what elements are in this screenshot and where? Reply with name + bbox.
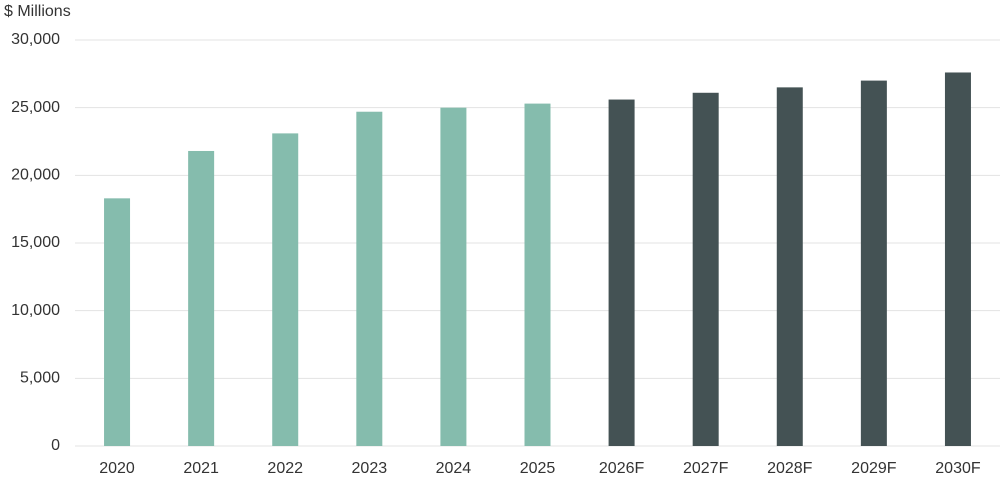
y-tick-label: 10,000 [11, 302, 60, 319]
y-tick-label: 5,000 [20, 370, 60, 387]
x-tick-label: 2021 [183, 460, 219, 477]
bar [188, 150, 215, 446]
x-tick-label: 2030F [935, 460, 981, 477]
bar [272, 133, 299, 446]
bar [104, 198, 131, 446]
bar [440, 107, 467, 447]
x-tick-label: 2022 [267, 460, 303, 477]
bar [356, 111, 383, 446]
bar [692, 92, 719, 446]
bar [524, 103, 551, 447]
y-tick-label: 30,000 [11, 31, 60, 48]
y-tick-label: 20,000 [11, 167, 60, 184]
x-tick-label: 2029F [851, 460, 897, 477]
y-tick-label: 15,000 [11, 234, 60, 251]
y-tick-label: 25,000 [11, 99, 60, 116]
x-tick-label: 2026F [599, 460, 645, 477]
x-tick-label: 2023 [352, 460, 388, 477]
bar [944, 72, 971, 446]
x-tick-label: 2020 [99, 460, 135, 477]
x-tick-label: 2027F [683, 460, 729, 477]
x-tick-label: 2024 [436, 460, 472, 477]
x-tick-label: 2028F [767, 460, 813, 477]
x-tick-label: 2025 [520, 460, 556, 477]
bar [860, 80, 887, 446]
bar [608, 99, 635, 447]
bar [776, 87, 803, 446]
y-axis-label: $ Millions [4, 3, 71, 20]
y-tick-label: 0 [51, 437, 60, 454]
